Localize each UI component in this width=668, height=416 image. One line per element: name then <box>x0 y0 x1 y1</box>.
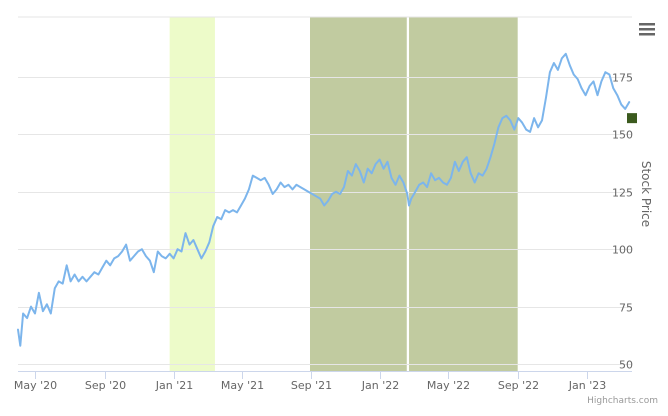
series-group <box>17 52 637 347</box>
y-tick-label: 100 <box>612 244 633 257</box>
plot-bands <box>169 17 518 371</box>
x-tick-label: May '22 <box>427 379 470 392</box>
x-tick-label: Jan '23 <box>568 379 606 392</box>
x-tick-label: May '20 <box>14 379 57 392</box>
x-tick-label: Jan '21 <box>155 379 193 392</box>
y-tick-label: 150 <box>612 129 633 142</box>
price-series-line <box>17 52 631 347</box>
y-tick-label: 75 <box>619 302 633 315</box>
last-price-marker <box>627 113 637 124</box>
y-axis-title: Stock Price <box>639 161 653 227</box>
x-tick-label: Jan '22 <box>361 379 399 392</box>
x-tick-label: Sep '22 <box>498 379 539 392</box>
grid-lines <box>18 16 632 365</box>
x-tick-label: May '21 <box>221 379 264 392</box>
hamburger-menu-icon[interactable] <box>634 18 660 40</box>
x-axis: May '20 Sep '20 Jan '21 May '21 Sep '21 Jan '… <box>14 371 632 392</box>
y-tick-label: 50 <box>619 359 633 372</box>
highcharts-credits[interactable]: Highcharts.com <box>587 396 658 406</box>
plot-band-2 <box>409 17 518 371</box>
plot-band-0 <box>169 17 215 371</box>
x-tick-label: Sep '21 <box>291 379 332 392</box>
y-tick-label: 175 <box>612 72 633 85</box>
plot-band-1 <box>310 17 407 371</box>
x-tick-label: Sep '20 <box>85 379 126 392</box>
y-tick-label: 125 <box>612 187 633 200</box>
y-axis: 50 75 100 125 150 175 <box>612 72 633 372</box>
